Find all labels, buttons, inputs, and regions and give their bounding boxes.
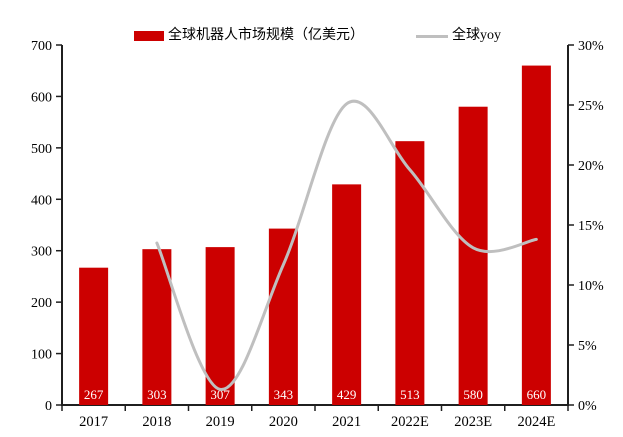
- legend-label-yoy: 全球yoy: [452, 28, 501, 43]
- y-left-tick-label: 700: [31, 39, 52, 54]
- x-category-label: 2023E: [454, 414, 492, 430]
- legend-label-market-size: 全球机器人市场规模（亿美元）: [168, 28, 364, 43]
- bar-value-label: 429: [337, 387, 357, 402]
- bar-value-label: 307: [210, 387, 230, 402]
- y-right-tick-label: 15%: [578, 219, 604, 234]
- bar: [521, 65, 551, 406]
- y-right-tick-label: 5%: [578, 339, 597, 354]
- bar-value-label: 513: [400, 387, 420, 402]
- x-category-label: 2018: [142, 414, 171, 430]
- y-left-tick-label: 300: [31, 245, 52, 260]
- bar: [205, 247, 235, 405]
- line-series-swatch: [416, 34, 448, 38]
- x-category-label: 2022E: [391, 414, 429, 430]
- bar-series-swatch: [134, 31, 164, 41]
- yoy-line: [155, 99, 538, 391]
- bar-value-label: 303: [147, 387, 167, 402]
- bar-value-label: 580: [463, 387, 483, 402]
- y-left-tick-label: 400: [31, 193, 52, 208]
- y-left-tick-label: 500: [31, 142, 52, 157]
- chart-legend: 全球机器人市场规模（亿美元） 全球yoy: [0, 26, 623, 46]
- bar-value-label: 343: [274, 387, 294, 402]
- bar: [458, 106, 488, 405]
- legend-item-yoy: 全球yoy: [416, 26, 501, 46]
- x-category-label: 2024E: [517, 414, 555, 430]
- x-category-label: 2019: [206, 414, 235, 430]
- y-right-tick-label: 0%: [578, 399, 597, 414]
- x-category-label: 2021: [332, 414, 361, 430]
- bar-value-label: 267: [84, 387, 104, 402]
- y-left-tick-label: 0: [45, 399, 52, 414]
- legend-item-market-size: 全球机器人市场规模（亿美元）: [134, 26, 364, 46]
- y-right-tick-label: 10%: [578, 279, 604, 294]
- y-left-tick-label: 600: [31, 90, 52, 105]
- bar: [395, 141, 425, 405]
- y-right-tick-label: 25%: [578, 99, 604, 114]
- bar-value-label: 660: [527, 387, 547, 402]
- x-category-label: 2020: [269, 414, 298, 430]
- bar: [332, 184, 362, 405]
- y-left-tick-label: 200: [31, 296, 52, 311]
- y-right-tick-label: 20%: [578, 159, 604, 174]
- y-right-tick-label: 30%: [578, 39, 604, 54]
- x-category-label: 2017: [79, 414, 108, 430]
- bar: [268, 228, 298, 405]
- bar: [79, 267, 109, 405]
- y-left-tick-label: 100: [31, 348, 52, 363]
